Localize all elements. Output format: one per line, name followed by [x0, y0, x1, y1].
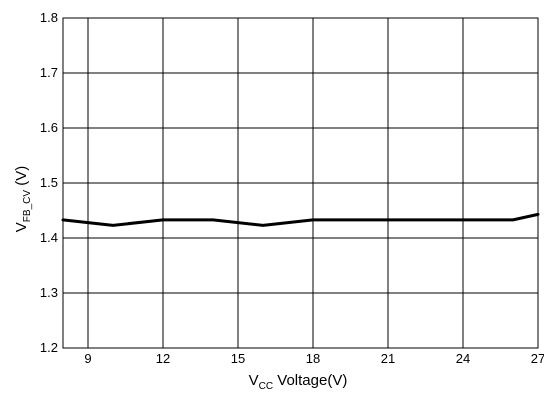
- plot-frame: [62, 17, 539, 349]
- x-axis-label: VCC Voltage(V): [249, 372, 348, 392]
- x-tick-label: 9: [84, 351, 91, 366]
- x-tick-label: 15: [231, 351, 245, 366]
- x-tick-label: 27: [531, 351, 544, 366]
- series-layer: [61, 212, 540, 227]
- tick-labels: 1.2 1.3 1.4 1.5 1.6 1.7 1.8 9 12 15 18 21 24 27: [40, 10, 544, 366]
- y-tick-label: 1.7: [40, 65, 58, 80]
- y-axis-label-main: V: [13, 222, 30, 232]
- x-tick-label: 21: [381, 351, 395, 366]
- y-tick-label: 1.2: [40, 340, 58, 355]
- series-line: [61, 212, 540, 227]
- y-axis-label: VFB_CV (V): [13, 166, 33, 232]
- x-tick-label: 18: [306, 351, 320, 366]
- y-tick-label: 1.5: [40, 175, 58, 190]
- y-tick-label: 1.4: [40, 230, 58, 245]
- x-tick-label: 12: [156, 351, 170, 366]
- y-tick-label: 1.3: [40, 285, 58, 300]
- y-axis-label-rest: (V): [13, 166, 30, 190]
- y-axis-label-subscript: FB_CV: [22, 190, 33, 223]
- x-axis-label-main: V: [249, 372, 259, 389]
- x-axis-label-rest: Voltage(V): [273, 372, 347, 389]
- x-tick-label: 24: [456, 351, 470, 366]
- y-tick-label: 1.6: [40, 120, 58, 135]
- y-tick-label: 1.8: [40, 10, 58, 25]
- x-axis-label-subscript: CC: [259, 381, 273, 392]
- grid: [63, 17, 539, 349]
